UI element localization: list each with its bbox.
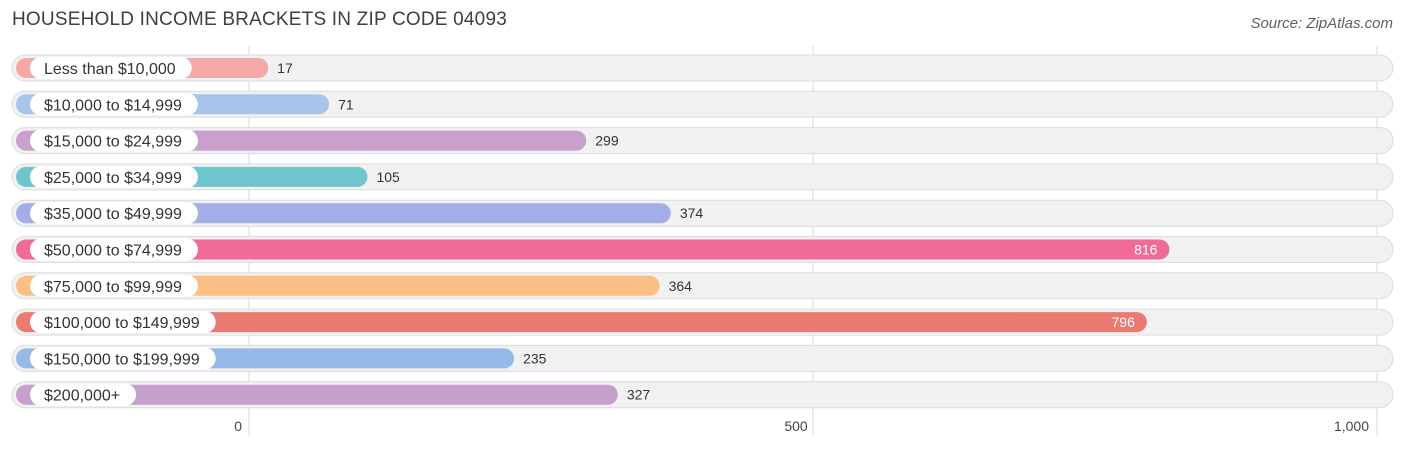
category-label: $35,000 to $49,999	[44, 206, 182, 223]
category-label-pill	[30, 165, 198, 188]
category-label: $10,000 to $14,999	[44, 97, 182, 114]
category-label: $25,000 to $34,999	[44, 170, 182, 187]
bar-row: $10,000 to $14,999 71	[11, 90, 1394, 118]
category-label-pill	[30, 57, 192, 79]
row-track	[11, 90, 1394, 118]
value-label: 235	[523, 350, 547, 366]
rows-layer: Less than $10,000 17$10,000 to $14,999 71$…	[11, 54, 1394, 409]
category-label: $200,000+	[44, 388, 120, 405]
bar-row: $25,000 to $34,999 105	[11, 163, 1394, 191]
category-label: $50,000 to $74,999	[44, 243, 182, 260]
category-label-pill	[30, 129, 198, 152]
category-label-pill	[30, 238, 198, 261]
category-label: Less than $10,000	[44, 61, 176, 78]
bar-row: $150,000 to $199,999 235	[11, 344, 1394, 372]
bar	[16, 312, 1147, 333]
bar-row: $75,000 to $99,999 364	[11, 272, 1394, 300]
category-label-pill	[30, 383, 137, 406]
bar-row: Less than $10,000 17	[11, 54, 1394, 82]
value-label: 816	[1134, 242, 1158, 258]
category-label-pill	[30, 93, 198, 116]
category-label: $75,000 to $99,999	[44, 279, 182, 296]
bar	[16, 384, 618, 405]
category-label-pill	[30, 274, 198, 297]
row-track	[11, 54, 1394, 82]
category-label-pill	[30, 311, 216, 334]
chart-source: Source: ZipAtlas.com	[1250, 15, 1393, 32]
bar-row: $100,000 to $149,999 796	[11, 308, 1394, 336]
x-axis: 0 500 1,000	[234, 418, 1369, 434]
bar-row: $35,000 to $49,999 374	[11, 199, 1394, 227]
value-label: 299	[595, 133, 619, 149]
value-label: 71	[338, 96, 354, 112]
category-label-pill	[30, 347, 216, 370]
bar-row: $15,000 to $24,999 299	[11, 127, 1394, 155]
value-label: 364	[669, 278, 693, 294]
x-tick-label: 0	[234, 418, 242, 434]
bar-row: $200,000+ 327	[11, 381, 1394, 409]
chart-title: HOUSEHOLD INCOME BRACKETS IN ZIP CODE 04…	[12, 9, 507, 30]
value-label: 796	[1112, 314, 1136, 330]
category-label-pill	[30, 202, 198, 225]
x-tick-label: 1,000	[1334, 418, 1369, 434]
category-label: $100,000 to $149,999	[44, 315, 200, 332]
bar-row: $50,000 to $74,999 816	[11, 236, 1394, 263]
value-label: 105	[376, 169, 400, 185]
value-label: 327	[627, 387, 651, 403]
category-label: $150,000 to $199,999	[44, 351, 200, 368]
value-label: 17	[277, 60, 293, 76]
bar	[16, 239, 1170, 260]
x-tick-label: 500	[784, 418, 808, 434]
value-label: 374	[680, 205, 704, 221]
category-label: $15,000 to $24,999	[44, 134, 182, 151]
